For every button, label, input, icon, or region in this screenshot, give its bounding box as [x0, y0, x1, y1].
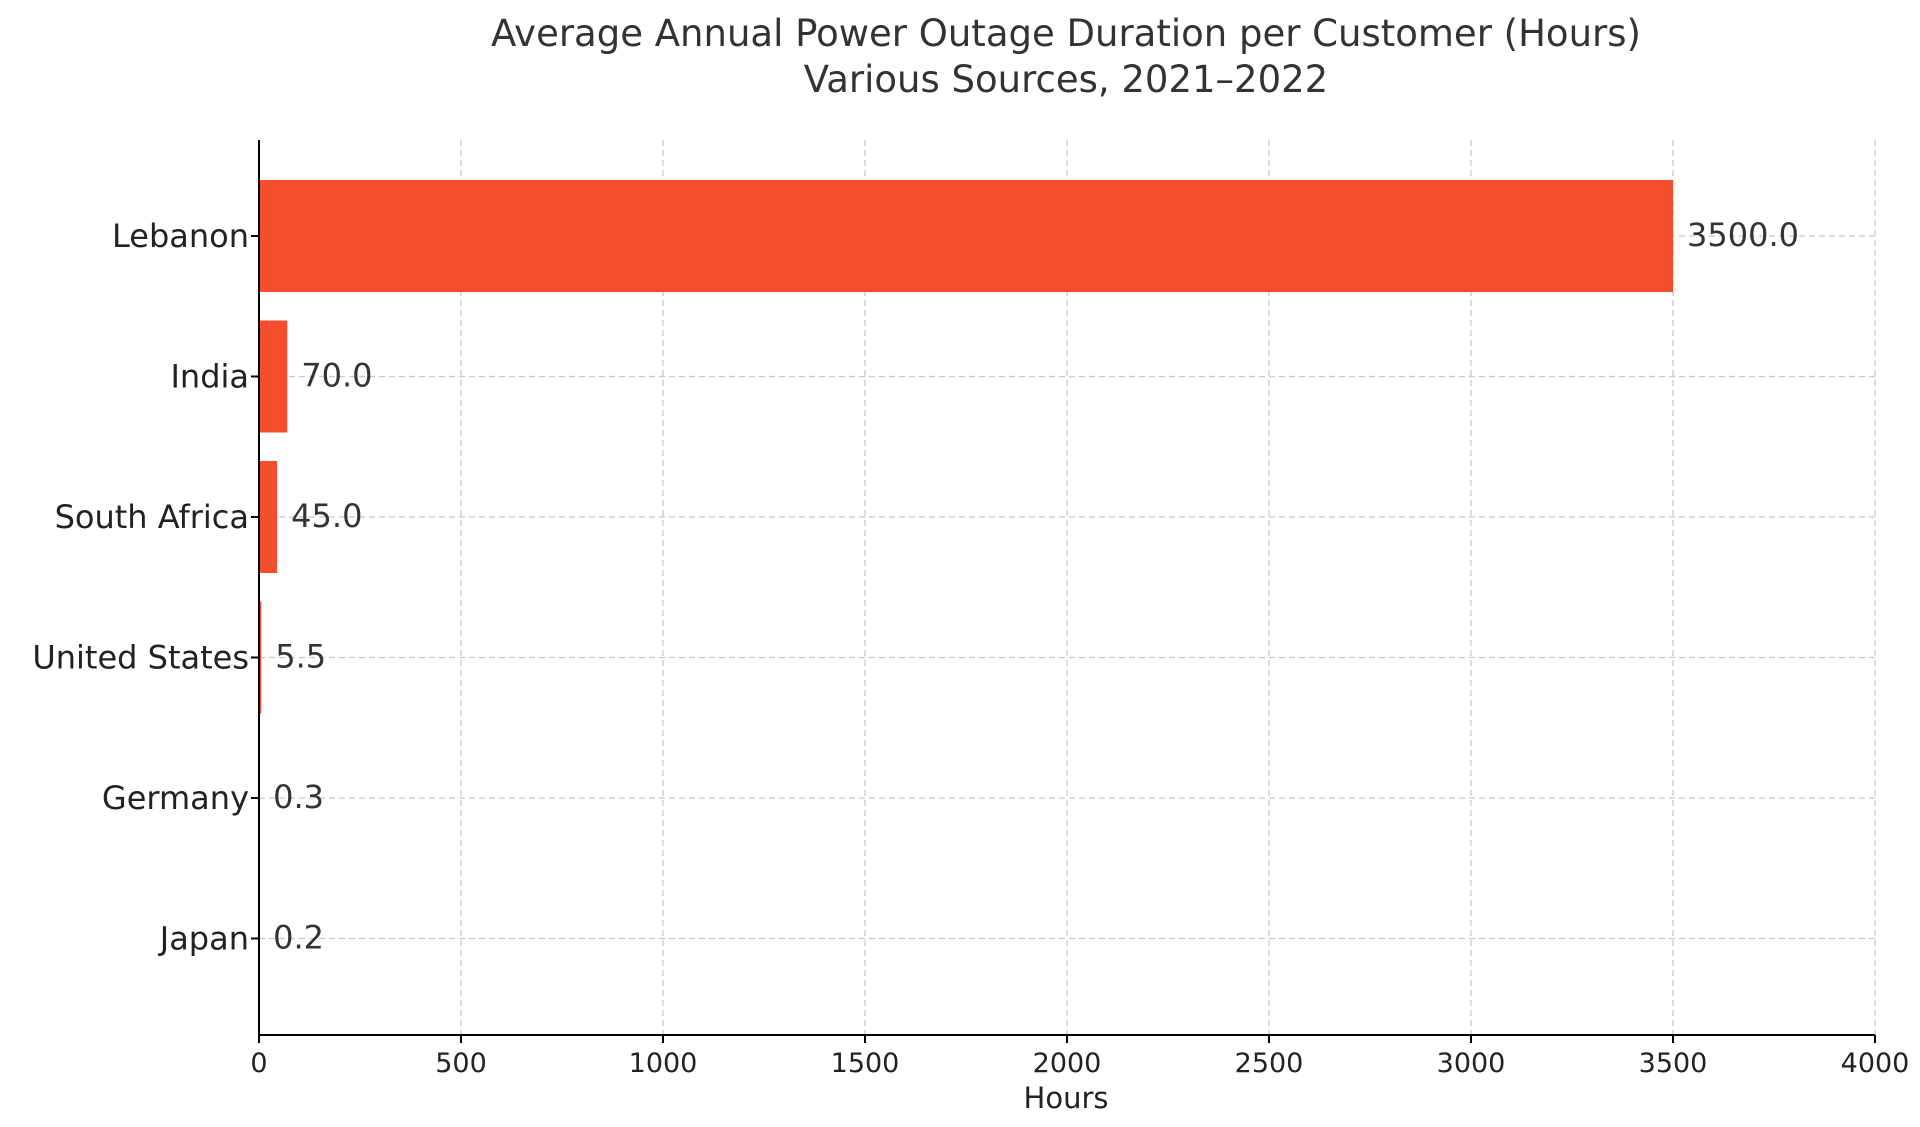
y-category-label: India — [170, 358, 249, 396]
bar-value-label: 3500.0 — [1687, 216, 1799, 254]
x-tick-label: 4000 — [1841, 1048, 1910, 1079]
x-tick-label: 2000 — [1033, 1048, 1102, 1079]
x-tick-label: 0 — [250, 1048, 267, 1079]
chart-title: Average Annual Power Outage Duration per… — [491, 12, 1641, 55]
y-category-label: Japan — [158, 920, 249, 958]
axes: 0 500 1000 1500 2000 2500 3000 3500 4000 Lebanon I… — [32, 140, 1909, 1079]
value-labels: 3500.0 70.0 45.0 5.5 0.3 0.2 — [273, 216, 1799, 957]
bar-value-label: 5.5 — [275, 638, 326, 676]
x-tick-label: 500 — [435, 1048, 487, 1079]
y-category-label: South Africa — [55, 498, 249, 536]
y-category-label: Germany — [102, 779, 249, 817]
bar-value-label: 45.0 — [291, 497, 362, 535]
bar — [259, 320, 288, 433]
bar — [259, 461, 278, 573]
x-tick-label: 3000 — [1437, 1048, 1506, 1079]
bar-value-label: 0.2 — [273, 919, 324, 957]
bar — [259, 180, 1673, 292]
x-tick-label: 3500 — [1639, 1048, 1708, 1079]
y-category-label: United States — [32, 639, 249, 677]
x-tick-label: 1500 — [831, 1048, 900, 1079]
grid — [259, 140, 1876, 1035]
bar-value-label: 0.3 — [273, 778, 324, 816]
x-axis-label: Hours — [1024, 1081, 1109, 1115]
bar — [259, 601, 262, 714]
chart-subtitle: Various Sources, 2021–2022 — [804, 58, 1328, 101]
bar-value-label: 70.0 — [301, 357, 372, 395]
x-tick-label: 2500 — [1235, 1048, 1304, 1079]
x-tick-label: 1000 — [629, 1048, 698, 1079]
y-category-label: Lebanon — [112, 217, 249, 255]
bars — [259, 180, 1673, 995]
